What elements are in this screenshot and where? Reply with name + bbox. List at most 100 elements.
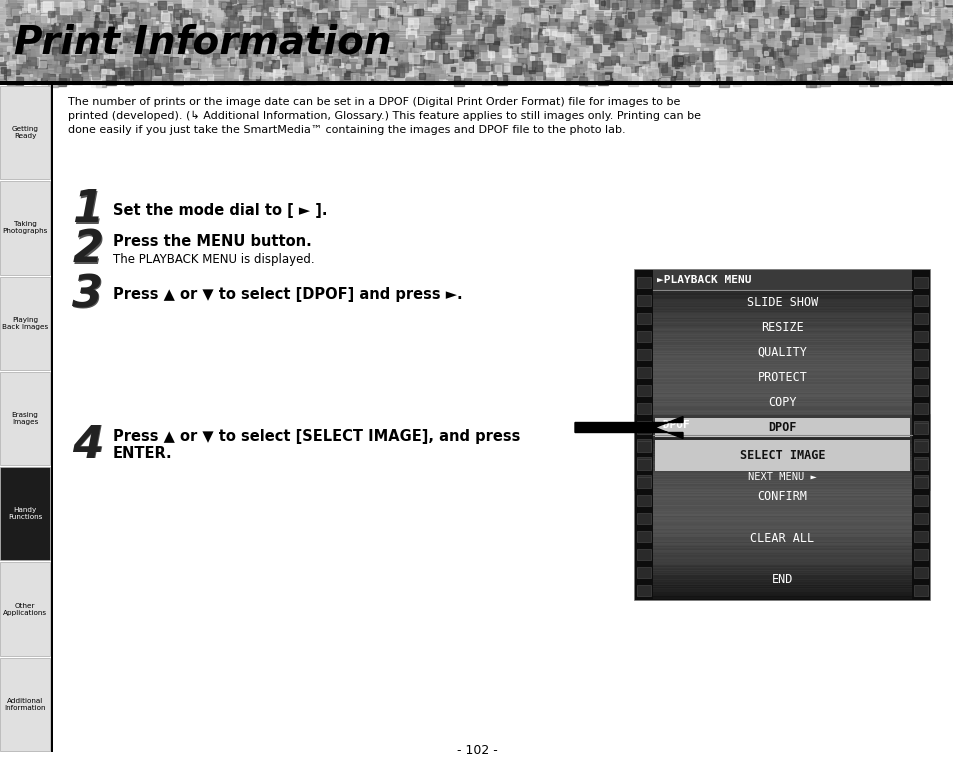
Bar	[636, 455, 928, 456]
Bar	[0, 59, 953, 60]
Bar	[636, 461, 928, 462]
Bar	[0, 33, 953, 34]
Bar	[636, 553, 928, 554]
Bar	[636, 483, 928, 484]
Bar	[0, 66, 953, 67]
Bar	[0, 72, 953, 73]
Bar	[636, 573, 928, 574]
Text: The number of prints or the image date can be set in a DPOF (Digital Print Order: The number of prints or the image date c…	[68, 97, 700, 135]
Bar	[636, 334, 928, 335]
Bar	[636, 572, 928, 573]
Bar	[636, 312, 928, 313]
Bar	[636, 398, 928, 399]
Bar	[636, 439, 928, 440]
Bar	[636, 459, 928, 460]
Bar	[636, 583, 928, 584]
Bar	[636, 453, 928, 454]
Bar	[636, 576, 928, 577]
Bar	[0, 35, 953, 36]
Bar	[636, 574, 928, 575]
Bar	[0, 77, 953, 78]
Text: 3: 3	[73, 274, 105, 317]
Bar	[636, 345, 928, 346]
Bar	[0, 31, 953, 32]
Bar	[0, 74, 953, 75]
Bar	[636, 549, 928, 550]
Text: Set the mode dial to [ ► ].: Set the mode dial to [ ► ].	[112, 203, 327, 217]
Bar	[636, 419, 928, 420]
Bar	[636, 509, 928, 510]
Bar	[637, 567, 650, 578]
Bar	[636, 412, 928, 413]
Bar	[0, 36, 953, 37]
Bar	[636, 454, 928, 455]
Bar	[636, 282, 928, 283]
Bar	[636, 353, 928, 354]
Bar	[636, 425, 928, 426]
Bar	[636, 322, 928, 323]
Text: Additional
Information: Additional Information	[4, 698, 46, 711]
Bar	[0, 14, 953, 15]
Bar	[636, 341, 928, 342]
Bar	[636, 309, 928, 310]
Bar	[636, 472, 928, 473]
Bar	[636, 546, 928, 547]
Bar	[636, 370, 928, 371]
Bar	[0, 86, 50, 179]
Text: END: END	[771, 573, 792, 586]
Bar	[636, 390, 928, 391]
Bar	[636, 413, 928, 414]
Bar	[636, 286, 928, 287]
Bar	[636, 384, 928, 385]
Bar	[913, 513, 927, 524]
Bar	[636, 400, 928, 401]
Bar	[636, 343, 928, 344]
Bar	[636, 488, 928, 489]
Bar	[636, 567, 928, 568]
Bar	[0, 42, 953, 43]
Bar	[636, 501, 928, 502]
Bar	[0, 16, 953, 17]
Bar	[636, 570, 928, 571]
Bar	[636, 510, 928, 511]
Bar	[636, 431, 928, 432]
Bar	[636, 479, 928, 480]
Bar	[913, 495, 927, 506]
Bar	[0, 181, 50, 275]
Bar	[636, 534, 928, 535]
Bar	[636, 498, 928, 499]
Bar	[636, 442, 928, 443]
Bar	[636, 394, 928, 395]
Bar	[637, 421, 650, 432]
Bar	[636, 499, 928, 500]
Bar	[636, 532, 928, 533]
Bar	[636, 479, 928, 480]
Bar	[636, 548, 928, 549]
Bar	[636, 482, 928, 483]
Bar	[636, 475, 928, 476]
Bar	[636, 593, 928, 594]
Bar	[636, 365, 928, 366]
Bar	[636, 495, 928, 496]
Bar	[0, 44, 953, 45]
Bar	[0, 80, 953, 81]
Bar	[0, 56, 953, 57]
Bar	[636, 294, 928, 295]
Bar	[636, 542, 928, 543]
Bar	[636, 478, 928, 479]
Bar	[636, 526, 928, 527]
Bar	[636, 459, 928, 460]
Bar	[636, 347, 928, 348]
Bar	[0, 58, 953, 59]
Bar	[636, 292, 928, 293]
Bar	[636, 496, 928, 497]
Bar	[636, 556, 928, 557]
Bar	[636, 432, 928, 433]
Bar	[636, 487, 928, 488]
Bar	[636, 497, 928, 498]
Bar	[636, 308, 928, 309]
Bar	[655, 418, 909, 437]
Bar	[636, 453, 928, 454]
Bar	[636, 359, 928, 360]
Bar	[913, 585, 927, 596]
